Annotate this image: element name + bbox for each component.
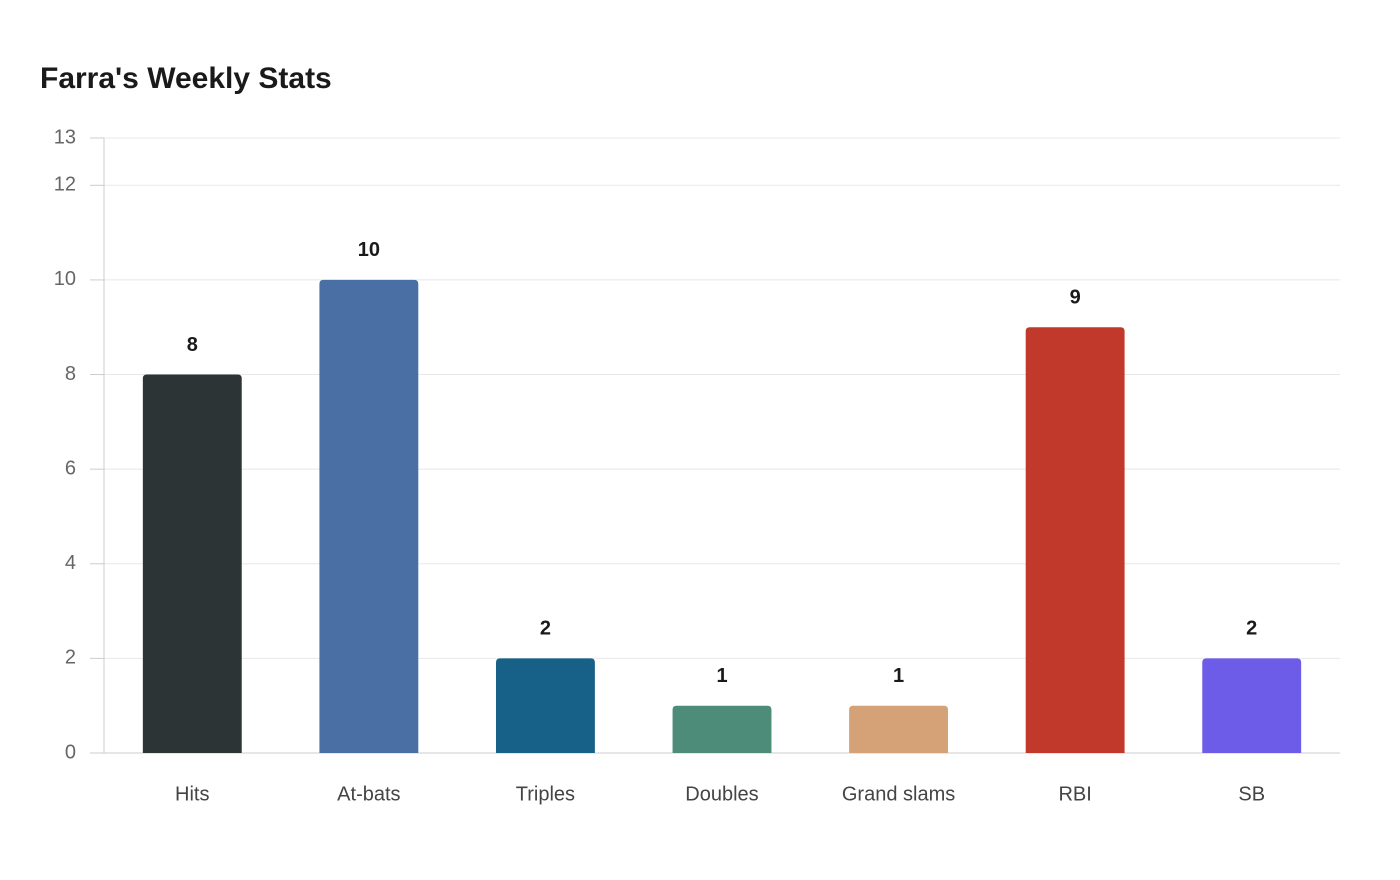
y-tick-label: 13: [54, 126, 76, 148]
x-tick-label: Hits: [175, 783, 209, 805]
y-tick-label: 12: [54, 174, 76, 196]
value-label: 9: [1070, 287, 1081, 309]
y-tick-label: 8: [65, 363, 76, 385]
bar: [1025, 327, 1125, 753]
value-label: 1: [893, 665, 904, 687]
x-tick-label: RBI: [1058, 783, 1091, 805]
bar: [1202, 658, 1302, 753]
value-label: 1: [716, 665, 727, 687]
value-label: 10: [358, 239, 380, 261]
x-tick-label: Grand slams: [842, 783, 955, 805]
value-label: 2: [540, 618, 551, 640]
x-tick-label: SB: [1238, 783, 1265, 805]
y-tick-label: 0: [65, 741, 76, 763]
y-tick-label: 2: [65, 647, 76, 669]
x-tick-label: Triples: [516, 783, 575, 805]
x-tick-label: At-bats: [337, 783, 400, 805]
value-label: 2: [1246, 618, 1257, 640]
x-tick-label: Doubles: [685, 783, 758, 805]
y-tick-label: 4: [65, 552, 76, 574]
bar: [142, 374, 242, 753]
value-label: 8: [187, 334, 198, 356]
y-tick-label: 6: [65, 457, 76, 479]
y-tick-label: 10: [54, 268, 76, 290]
chart-title: Farra's Weekly Stats: [40, 62, 332, 95]
bar: [319, 279, 419, 753]
bar: [849, 705, 949, 753]
bar: [672, 705, 772, 753]
bar: [495, 658, 595, 753]
